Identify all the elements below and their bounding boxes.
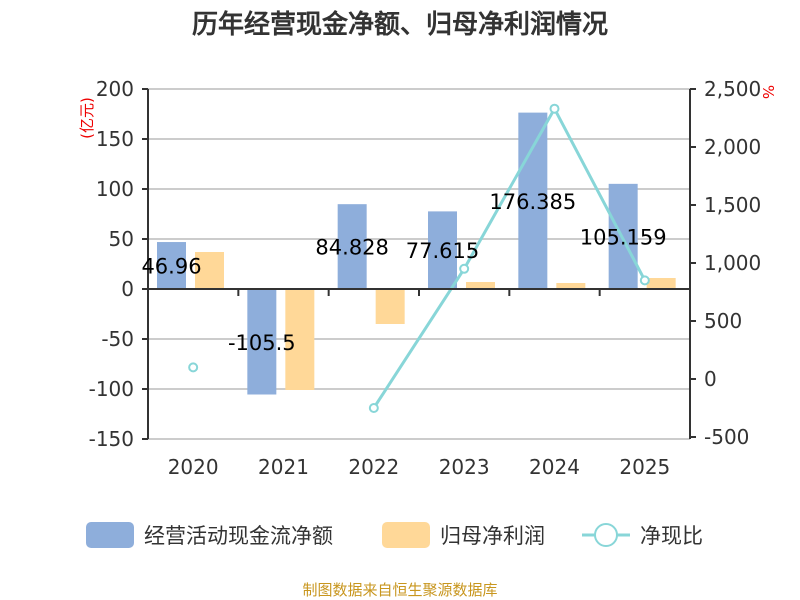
right-tick-label: 1,500	[704, 193, 761, 217]
right-tick-label: 0	[704, 367, 717, 391]
cashflow-data-label: 77.615	[406, 239, 479, 263]
legend-item-cashflow[interactable]: 经营活动现金流净额	[86, 522, 333, 548]
cashflow-data-label: 176.385	[489, 190, 576, 214]
netprofit-bar	[195, 252, 224, 289]
left-axis-unit: (亿元)	[78, 97, 96, 139]
cashflow-data-label: 84.828	[315, 236, 388, 260]
x-tick-label: 2022	[348, 455, 399, 479]
legend-swatch-netprofit	[382, 522, 430, 548]
legend-item-netprofit[interactable]: 归母净利润	[382, 522, 545, 548]
left-tick-label: 50	[109, 227, 134, 251]
legend-marker-ratio	[594, 523, 618, 547]
cashflow-bar	[247, 289, 277, 395]
netprofit-bar	[285, 289, 315, 390]
right-tick-label: 2,500	[704, 77, 761, 101]
legend-label-ratio: 净现比	[640, 524, 703, 548]
chart-title: 历年经营现金净额、归母净利润情况	[192, 9, 608, 40]
ratio-point	[549, 103, 560, 114]
left-tick-label: -50	[101, 327, 134, 351]
cashflow-bar	[157, 242, 186, 289]
legend-item-ratio[interactable]: 净现比	[582, 523, 703, 548]
legend-label-netprofit: 归母净利润	[440, 524, 545, 548]
x-tick-label: 2025	[619, 455, 670, 479]
netprofit-bar	[646, 278, 676, 289]
right-axis-unit: %	[759, 85, 777, 99]
left-tick-label: 100	[96, 177, 134, 201]
cashflow-data-label: 46.96	[141, 255, 201, 279]
left-tick-label: -100	[89, 377, 134, 401]
netprofit-bar	[466, 282, 495, 289]
right-tick-label: -500	[704, 425, 749, 449]
ratio-point	[639, 275, 650, 286]
x-tick-label: 2023	[439, 455, 490, 479]
source-note: 制图数据来自恒生聚源数据库	[302, 581, 497, 599]
legend: 经营活动现金流净额 归母净利润 净现比	[86, 522, 703, 548]
cashflow-bar	[337, 204, 367, 289]
x-tick-label: 2021	[258, 455, 309, 479]
netprofit-bar	[556, 283, 586, 289]
ratio-point	[188, 362, 199, 373]
cashflow-bar	[518, 112, 548, 290]
cashflow-bar	[428, 211, 457, 289]
legend-swatch-cashflow	[86, 522, 134, 548]
left-tick-label: 150	[96, 127, 134, 151]
x-tick-label: 2020	[168, 455, 219, 479]
ratio-point	[459, 263, 470, 274]
left-tick-label: -150	[89, 427, 134, 451]
netprofit-bar	[375, 289, 405, 324]
right-tick-label: 500	[704, 309, 742, 333]
right-tick-label: 2,000	[704, 135, 761, 159]
left-tick-label: 0	[121, 277, 134, 301]
legend-label-cashflow: 经营活动现金流净额	[144, 524, 333, 548]
cashflow-data-label: -105.5	[228, 331, 296, 355]
right-tick-label: 1,000	[704, 251, 761, 275]
ratio-point	[368, 403, 379, 413]
cashflow-data-label: 105.159	[580, 225, 667, 249]
x-tick-label: 2024	[529, 455, 580, 479]
left-tick-label: 200	[96, 77, 134, 101]
ratio-line	[372, 105, 647, 409]
